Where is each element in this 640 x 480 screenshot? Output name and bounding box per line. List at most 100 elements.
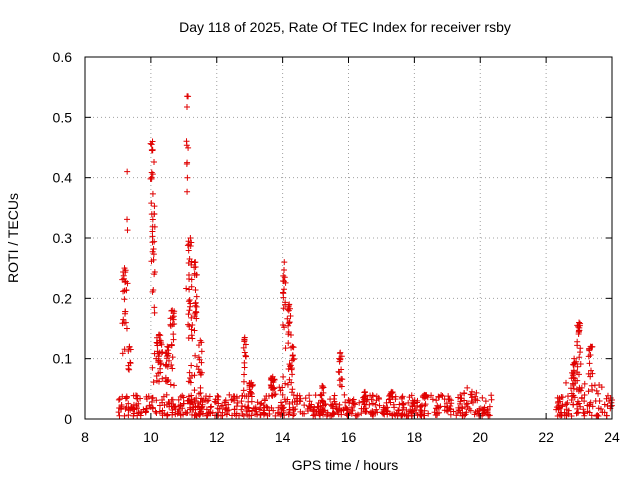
roti-point: [275, 404, 282, 411]
roti-point: [157, 365, 164, 372]
roti-point: [282, 380, 289, 387]
roti-point: [149, 216, 156, 223]
roti-point: [290, 412, 297, 419]
roti-point: [192, 352, 199, 359]
roti-point: [346, 397, 353, 404]
y-tick-label: 0.2: [53, 290, 73, 306]
roti-point: [185, 334, 192, 341]
roti-point: [268, 382, 275, 389]
roti-point: [287, 362, 294, 369]
roti-point: [437, 403, 444, 410]
roti-point: [203, 412, 210, 419]
roti-point: [188, 362, 195, 369]
roti-point: [247, 391, 254, 398]
roti-point: [241, 349, 248, 356]
roti-point: [294, 398, 301, 405]
roti-point: [193, 271, 200, 278]
roti-point: [463, 409, 470, 416]
roti-point: [187, 400, 194, 407]
roti-point: [184, 93, 191, 100]
roti-point: [388, 388, 395, 395]
roti-point: [439, 393, 446, 400]
roti-point: [425, 410, 432, 417]
roti-point: [120, 316, 127, 323]
roti-point: [187, 235, 194, 241]
roti-point: [272, 412, 279, 419]
roti-point: [341, 391, 348, 398]
roti-point: [389, 393, 396, 400]
roti-point: [248, 379, 255, 386]
roti-point: [156, 331, 163, 338]
roti-point: [161, 402, 168, 409]
roti-point: [159, 349, 166, 356]
roti-point: [288, 379, 295, 386]
roti-point: [445, 393, 452, 400]
roti-point: [169, 354, 176, 361]
roti-point: [299, 410, 306, 417]
roti-point: [286, 319, 293, 326]
roti-point: [241, 371, 248, 378]
roti-point: [159, 396, 166, 403]
roti-point: [319, 382, 326, 389]
roti-point: [269, 373, 276, 380]
roti-point: [153, 355, 160, 362]
roti-point: [282, 299, 289, 306]
roti-point: [186, 323, 193, 330]
roti-point: [268, 404, 275, 411]
roti-point: [186, 275, 193, 282]
roti-point: [185, 378, 192, 385]
roti-point: [575, 371, 582, 378]
roti-point: [580, 406, 587, 413]
roti-point: [267, 376, 274, 383]
roti-point: [555, 405, 562, 412]
roti-point: [186, 286, 193, 293]
roti-point: [197, 384, 204, 391]
roti-point: [330, 405, 337, 412]
roti-point: [391, 410, 398, 417]
roti-point: [151, 223, 158, 230]
roti-point: [480, 407, 487, 414]
roti-point: [327, 396, 334, 403]
roti-point: [596, 397, 603, 404]
roti-point: [406, 394, 413, 401]
x-tick-label: 8: [81, 429, 89, 445]
roti-point: [215, 409, 222, 416]
roti-point: [555, 398, 562, 405]
roti-point: [121, 265, 128, 272]
roti-point: [554, 412, 561, 419]
roti-point: [183, 285, 190, 292]
roti-point: [559, 403, 566, 410]
roti-point: [150, 251, 157, 258]
roti-point: [279, 384, 286, 391]
roti-point: [125, 407, 132, 414]
roti-point: [115, 409, 122, 416]
roti-point: [302, 395, 309, 402]
roti-point: [282, 398, 289, 405]
roti-point: [585, 370, 592, 377]
roti-point: [395, 407, 402, 414]
roti-point: [554, 394, 561, 401]
roti-point: [338, 407, 345, 414]
roti-point: [272, 391, 279, 398]
roti-point: [399, 410, 406, 417]
roti-point: [119, 393, 126, 400]
roti-point: [571, 360, 578, 367]
roti-point: [593, 387, 600, 394]
roti-point: [127, 359, 134, 366]
roti-point: [180, 400, 187, 407]
roti-point: [287, 312, 294, 319]
roti-point: [124, 280, 131, 287]
roti-point: [124, 168, 131, 175]
roti-point: [290, 356, 297, 363]
roti-point: [169, 321, 176, 328]
roti-point: [324, 411, 331, 418]
roti-point: [607, 394, 614, 401]
x-tick-label: 20: [472, 429, 488, 445]
roti-point: [385, 396, 392, 403]
roti-point: [193, 293, 200, 300]
roti-point: [248, 389, 255, 396]
roti-point: [121, 346, 128, 353]
x-tick-label: 14: [275, 429, 291, 445]
roti-point: [123, 287, 130, 294]
